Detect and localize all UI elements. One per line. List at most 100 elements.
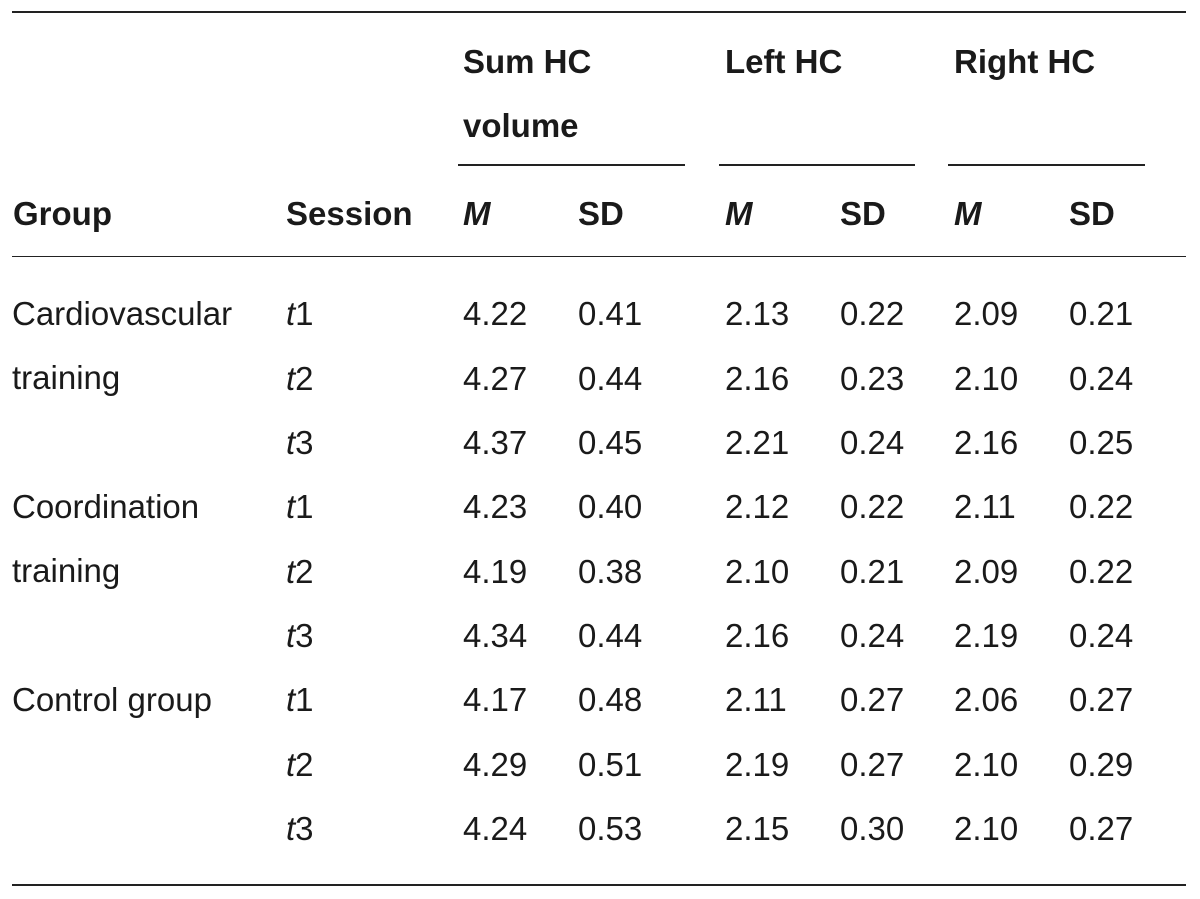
left-hc-header-rule <box>719 164 915 166</box>
session-number: 3 <box>295 424 314 461</box>
sum-hc-header-rule <box>458 164 685 166</box>
right-m-cell: 2.09 <box>954 295 1019 332</box>
left-sd-cell: 0.22 <box>840 295 905 332</box>
left-sd-cell: 0.30 <box>840 810 905 847</box>
left-m-cell: 2.16 <box>725 360 790 397</box>
header-sum-hc-volume: Sum HC volume <box>463 43 592 144</box>
sum-sd-cell: 0.38 <box>578 553 643 590</box>
sum-sd-cell: 0.44 <box>578 617 643 654</box>
right-sd-cell: 0.24 <box>1069 360 1134 397</box>
sum-m-cell: 4.34 <box>463 617 528 654</box>
session-cell: t2 <box>286 360 314 398</box>
header-sum-sd: SD <box>578 195 624 232</box>
session-number: 2 <box>295 360 314 397</box>
right-m-cell: 2.10 <box>954 810 1019 847</box>
group-name-control: Control group <box>12 681 212 718</box>
header-left-sd: SD <box>840 195 886 232</box>
sum-sd-cell: 0.51 <box>578 746 643 783</box>
header-session: Session <box>286 195 413 232</box>
right-sd-cell: 0.27 <box>1069 681 1134 718</box>
session-letter: t <box>286 617 296 654</box>
right-m-cell: 2.11 <box>954 488 1016 525</box>
session-letter: t <box>286 295 296 332</box>
sum-m-cell: 4.29 <box>463 746 528 783</box>
session-letter: t <box>286 424 296 461</box>
right-m-cell: 2.06 <box>954 681 1019 718</box>
left-sd-cell: 0.22 <box>840 488 905 525</box>
session-number: 2 <box>295 746 314 783</box>
right-m-cell: 2.10 <box>954 360 1019 397</box>
table-top-rule <box>12 11 1186 13</box>
table-header-rule <box>12 256 1186 257</box>
sum-sd-cell: 0.48 <box>578 681 643 718</box>
sum-m-cell: 4.24 <box>463 810 528 847</box>
session-number: 1 <box>295 681 314 718</box>
right-sd-cell: 0.25 <box>1069 424 1134 461</box>
right-sd-cell: 0.27 <box>1069 810 1134 847</box>
header-left-m: M <box>725 195 753 232</box>
left-sd-cell: 0.27 <box>840 746 905 783</box>
right-m-cell: 2.19 <box>954 617 1019 654</box>
session-number: 1 <box>295 295 314 332</box>
left-sd-cell: 0.24 <box>840 617 905 654</box>
sum-sd-cell: 0.41 <box>578 295 643 332</box>
session-number: 1 <box>295 488 314 525</box>
session-cell: t2 <box>286 746 314 784</box>
right-m-cell: 2.10 <box>954 746 1019 783</box>
session-letter: t <box>286 681 296 718</box>
left-m-cell: 2.16 <box>725 617 790 654</box>
left-sd-cell: 0.21 <box>840 553 905 590</box>
session-cell: t1 <box>286 488 314 526</box>
sum-sd-cell: 0.44 <box>578 360 643 397</box>
left-m-cell: 2.21 <box>725 424 790 461</box>
header-right-m: M <box>954 195 982 232</box>
session-cell: t3 <box>286 424 314 462</box>
session-cell: t2 <box>286 553 314 591</box>
table-bottom-rule <box>12 884 1186 886</box>
group-name-coordination: Coordination training <box>12 488 200 589</box>
sum-sd-cell: 0.45 <box>578 424 643 461</box>
header-group: Group <box>13 195 112 232</box>
session-cell: t3 <box>286 617 314 655</box>
sum-m-cell: 4.19 <box>463 553 528 590</box>
right-m-cell: 2.16 <box>954 424 1019 461</box>
session-number: 3 <box>295 810 314 847</box>
session-letter: t <box>286 488 296 525</box>
session-cell: t3 <box>286 810 314 848</box>
sum-m-cell: 4.22 <box>463 295 528 332</box>
session-letter: t <box>286 810 296 847</box>
right-sd-cell: 0.24 <box>1069 617 1134 654</box>
sum-m-cell: 4.17 <box>463 681 528 718</box>
right-sd-cell: 0.21 <box>1069 295 1134 332</box>
session-cell: t1 <box>286 295 314 333</box>
sum-sd-cell: 0.53 <box>578 810 643 847</box>
sum-m-cell: 4.23 <box>463 488 528 525</box>
left-m-cell: 2.15 <box>725 810 790 847</box>
header-right-sd: SD <box>1069 195 1115 232</box>
sum-m-cell: 4.37 <box>463 424 528 461</box>
right-m-cell: 2.09 <box>954 553 1019 590</box>
session-number: 2 <box>295 553 314 590</box>
header-sum-m: M <box>463 195 491 232</box>
right-hc-header-rule <box>948 164 1145 166</box>
session-letter: t <box>286 746 296 783</box>
header-left-hc: Left HC <box>725 43 843 80</box>
right-sd-cell: 0.22 <box>1069 488 1134 525</box>
session-cell: t1 <box>286 681 314 719</box>
left-sd-cell: 0.27 <box>840 681 905 718</box>
sum-sd-cell: 0.40 <box>578 488 643 525</box>
header-right-hc: Right HC <box>954 43 1096 80</box>
left-m-cell: 2.10 <box>725 553 790 590</box>
left-m-cell: 2.13 <box>725 295 790 332</box>
left-m-cell: 2.19 <box>725 746 790 783</box>
left-sd-cell: 0.24 <box>840 424 905 461</box>
right-sd-cell: 0.22 <box>1069 553 1134 590</box>
session-letter: t <box>286 360 296 397</box>
session-letter: t <box>286 553 296 590</box>
left-m-cell: 2.11 <box>725 681 787 718</box>
sum-m-cell: 4.27 <box>463 360 528 397</box>
group-name-cardiovascular: Cardiovascular training <box>12 295 233 396</box>
session-number: 3 <box>295 617 314 654</box>
right-sd-cell: 0.29 <box>1069 746 1134 783</box>
left-m-cell: 2.12 <box>725 488 790 525</box>
